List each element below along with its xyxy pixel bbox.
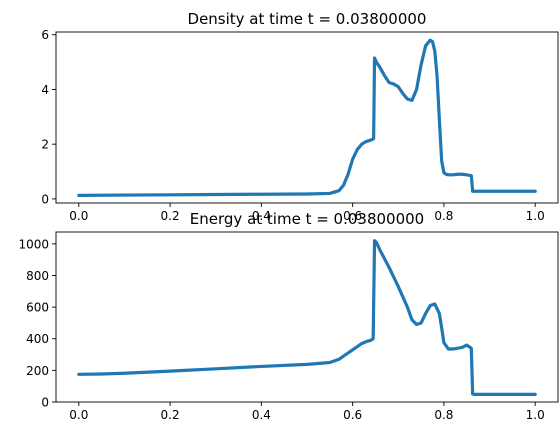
density-x-tick-label: 0.6 [343, 209, 362, 223]
density-x-tick-label: 1.0 [526, 209, 545, 223]
density-x-tick-label: 0.2 [161, 209, 180, 223]
energy-x-tick-label: 1.0 [526, 408, 545, 422]
density-y-tick-label: 4 [41, 83, 49, 97]
density-series-line [77, 38, 537, 197]
density-chart: Density at time t = 0.03800000 0.0 0.2 0.4 0… [41, 10, 559, 223]
energy-y-tick-label: 200 [26, 364, 49, 378]
energy-x-tick-label: 0.6 [343, 408, 362, 422]
energy-x-tick-label: 0.2 [161, 408, 180, 422]
energy-x-tick-label: 0.8 [434, 408, 453, 422]
energy-chart-title: Energy at time t = 0.03800000 [190, 210, 424, 228]
energy-x-tick-label: 0.4 [252, 408, 271, 422]
energy-y-tick-label: 1000 [18, 237, 49, 251]
density-axes-frame [55, 31, 559, 204]
energy-axes-frame [55, 231, 559, 403]
energy-y-tick-label: 0 [41, 396, 49, 410]
energy-x-tick-label: 0.0 [69, 408, 88, 422]
energy-y-tick-label: 800 [26, 269, 49, 283]
density-y-tick-label: 2 [41, 138, 49, 152]
energy-y-tick-label: 600 [26, 301, 49, 315]
density-x-tick-label: 0.4 [252, 209, 271, 223]
density-y-tick-label: 0 [41, 192, 49, 206]
energy-y-tick-label: 400 [26, 332, 49, 346]
density-x-tick-label: 0.8 [434, 209, 453, 223]
density-chart-title: Density at time t = 0.03800000 [188, 10, 427, 28]
density-y-tick-label: 6 [41, 28, 49, 42]
energy-series-line [77, 239, 537, 397]
energy-chart: Energy at time t = 0.03800000 0.0 0.2 0.4 0.… [18, 210, 559, 422]
density-x-tick-label: 0.0 [69, 209, 88, 223]
